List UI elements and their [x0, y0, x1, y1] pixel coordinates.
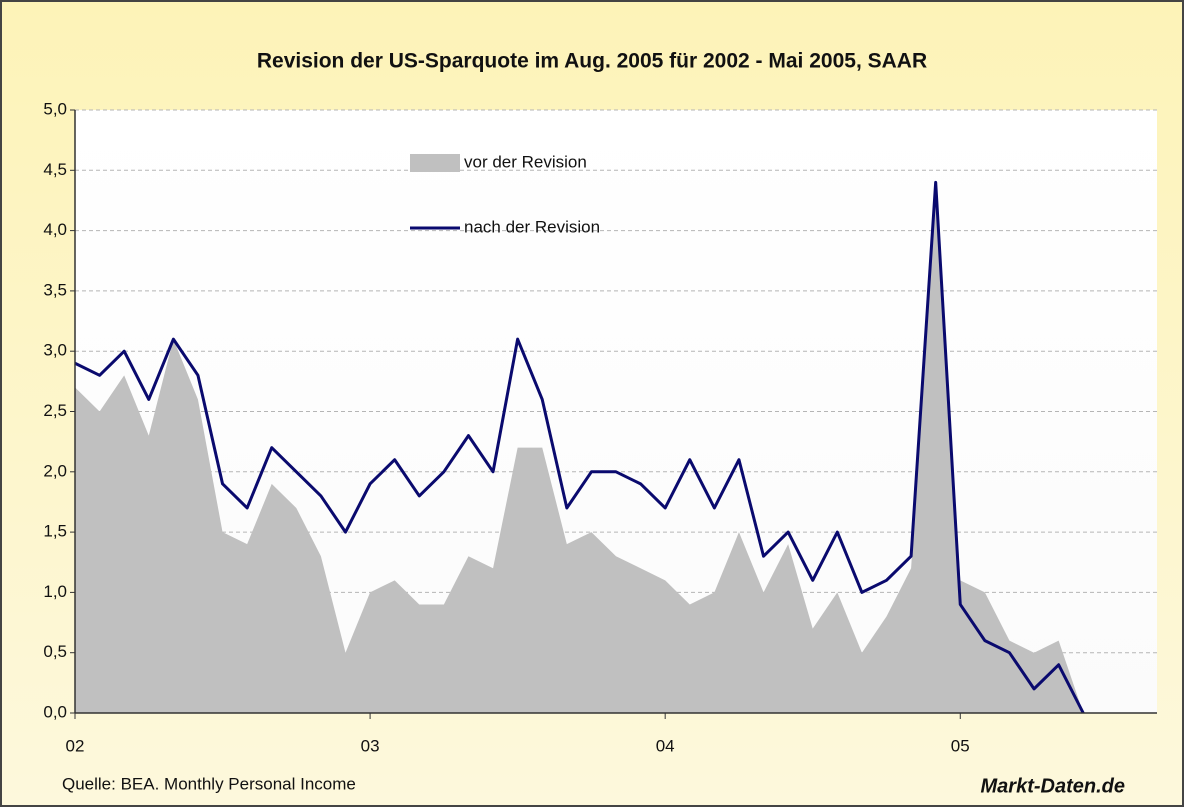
source: Quelle: BEA. Monthly Personal Income	[62, 774, 356, 793]
legend-label: nach der Revision	[464, 217, 600, 236]
brand: Markt-Daten.de	[981, 775, 1125, 797]
line	[74, 180, 1085, 714]
x-tick-label: 04	[656, 736, 675, 755]
y-tick-label: 3,5	[43, 280, 67, 299]
legend-label: vor der Revision	[464, 152, 587, 171]
y-tick-label: 3,0	[43, 341, 67, 360]
y-tick-label: 2,0	[43, 461, 67, 480]
y-tick-label: 5,0	[43, 99, 67, 118]
chart-title: Revision der US-Sparquote im Aug. 2005 f…	[257, 50, 927, 73]
y-tick-label: 1,0	[43, 582, 67, 601]
y-tick-label: 0,5	[43, 642, 67, 661]
y-tick-label: 2,5	[43, 401, 67, 420]
y-tick-label: 1,5	[43, 522, 67, 541]
y-tick-label: 4,5	[43, 160, 67, 179]
y-tick-label: 4,0	[43, 220, 67, 239]
x-tick-label: 05	[951, 736, 970, 755]
y-tick-label: 0,0	[43, 702, 67, 721]
x-tick-label: 02	[66, 736, 85, 755]
area	[75, 182, 1084, 714]
x-tick-label: 03	[361, 736, 380, 755]
legend-swatch	[410, 154, 460, 172]
